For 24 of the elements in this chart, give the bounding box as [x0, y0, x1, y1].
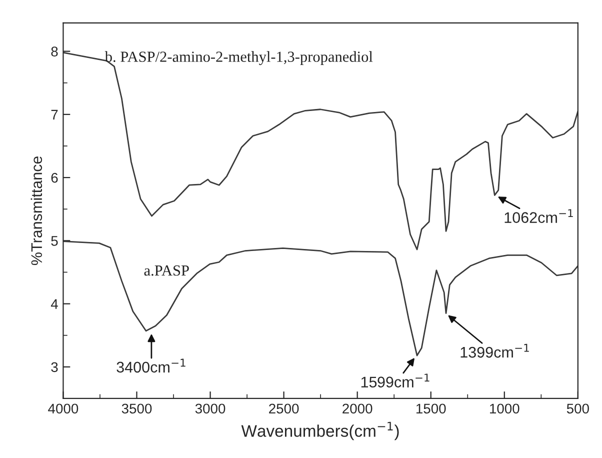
- y-tick-label: 6: [51, 172, 58, 183]
- annotation: 3400cm$^{−1}$: [116, 358, 186, 373]
- y-tick-label: 4: [50, 299, 58, 309]
- x-tick-label: 1000: [490, 404, 520, 414]
- x-tick-label: 2500: [269, 404, 299, 414]
- x-tick-label: 500: [566, 404, 589, 414]
- series-label: a.PASP: [144, 265, 189, 276]
- annotation: 1399cm$^{−1}$: [460, 344, 529, 358]
- series-label: b. PASP/2-amino-2-methyl-1,3-propanediol: [104, 51, 373, 66]
- annotation: 1599cm$^{−1}$: [361, 374, 430, 388]
- line-series: [63, 240, 578, 356]
- y-tick-label: 3: [51, 362, 58, 372]
- x-tick-label: 3000: [195, 404, 226, 414]
- x-tick-label: 2000: [342, 404, 372, 414]
- y-tick-label: 5: [51, 236, 58, 246]
- y-tick-label: 8: [51, 46, 58, 56]
- x-tick-label: 4000: [48, 404, 78, 414]
- y-tick-label: 7: [51, 110, 58, 120]
- x-tick-label: 3500: [122, 404, 152, 414]
- x-tick-label: 1500: [416, 404, 446, 414]
- y-axis-title: %Transmittance: [30, 156, 42, 266]
- line-series: [63, 52, 578, 250]
- x-axis-title: Wavenumbers(cm$^{−1}$): [241, 422, 399, 440]
- annotation: 1062cm$^{−1}$: [504, 209, 573, 223]
